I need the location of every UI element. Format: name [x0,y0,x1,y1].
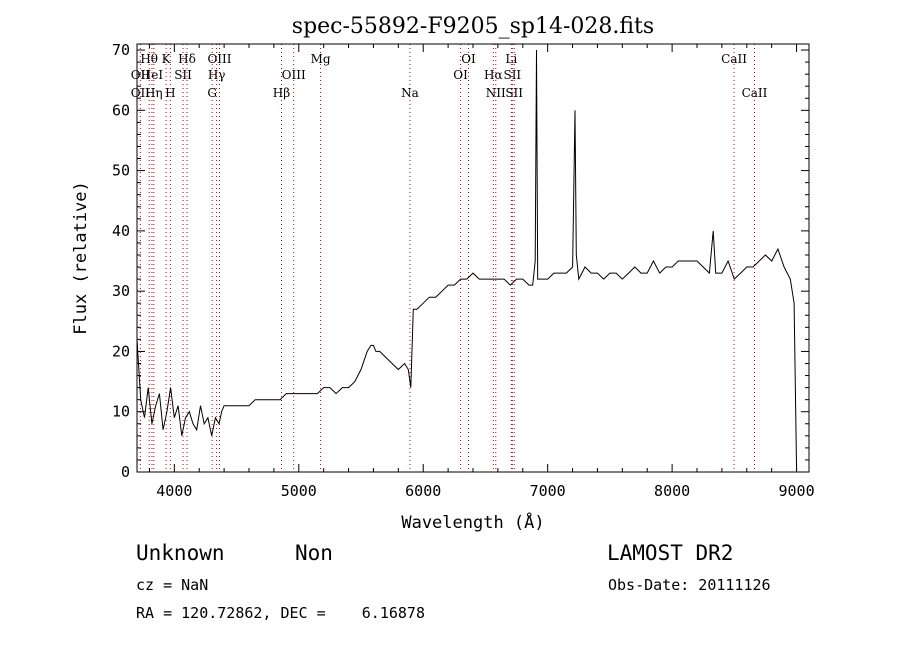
line-marker-label: SII [503,68,521,82]
x-tick-label: 4000 [156,482,192,500]
line-marker-label: OI [453,68,468,82]
y-tick-label: 40 [112,222,130,240]
line-marker-label: OIII [207,52,231,66]
redshift-cz: cz = NaN [136,576,209,594]
line-marker-label: OII [131,68,151,82]
line-marker-label: CaII [742,86,768,100]
survey-name: LAMOST DR2 [607,541,734,565]
x-tick-label: 8000 [654,482,690,500]
y-tick-label: 50 [112,162,130,180]
line-marker-label: Hθ [140,52,158,66]
y-tick-label: 60 [112,101,130,119]
y-tick-label: 30 [112,282,130,300]
line-marker-label: Mg [311,52,331,66]
y-axis-label: Flux (relative) [71,181,91,335]
y-axis: 0 10 20 30 40 50 60 70 [112,41,809,481]
y-tick-label: 70 [112,41,130,59]
line-marker-label: OIII [282,68,306,82]
spectral-subclass: Non [295,541,333,565]
x-tick-label: 6000 [405,482,441,500]
line-marker-label: Hγ [208,68,226,82]
spectral-class: Unknown [136,541,225,565]
line-marker-label: K [162,52,172,66]
line-marker-label: NII [486,86,506,100]
x-tick-label: 9000 [778,482,814,500]
line-marker-label: Hη [145,86,163,100]
line-marker-label: Li [505,52,517,66]
plot-frame [136,43,810,473]
line-marker-label: CaII [721,52,747,66]
line-marker-label: G [207,86,217,100]
x-tick-label: 7000 [530,482,566,500]
y-tick-label: 0 [121,463,130,481]
line-marker-label: Hβ [273,86,290,100]
spectrum-line [136,49,798,473]
line-marker-label: OI [461,52,476,66]
y-tick-label: 10 [112,403,130,421]
line-marker-label: H [165,86,175,100]
line-marker-label: SII [505,86,523,100]
x-axis: 4000 5000 6000 7000 8000 9000 [148,44,815,500]
coordinates: RA = 120.72862, DEC = 6.16878 [136,604,425,622]
observation-date: Obs-Date: 20111126 [608,576,771,594]
x-axis-label: Wavelength (Å) [401,511,544,533]
line-marker-label: Na [401,86,419,100]
line-marker-label: Hδ [178,52,196,66]
chart-title: spec-55892-F9205_sp14-028.fits [292,14,654,39]
y-tick-label: 20 [112,342,130,360]
line-marker-label: SII [174,68,192,82]
line-markers [139,44,755,472]
x-tick-label: 5000 [281,482,317,500]
line-marker-label: OII [131,86,151,100]
line-marker-label: HeI [141,68,164,82]
line-marker-label: Hα [484,68,503,82]
